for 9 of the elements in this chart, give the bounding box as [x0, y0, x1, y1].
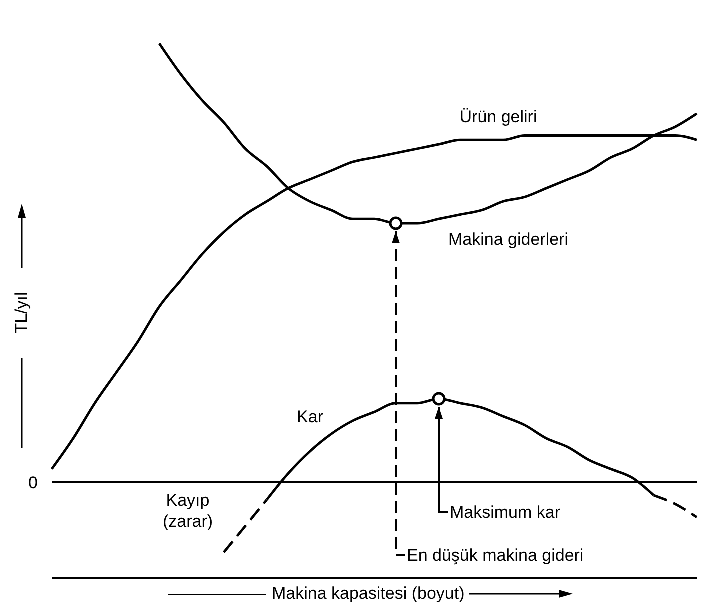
x-axis-title: Makina kapasitesi (boyut) — [272, 584, 465, 604]
annotation: Kayıp (zarar) — [162, 490, 214, 532]
y-axis-title: TL/yıl — [12, 292, 32, 334]
annotation: Maksimum kar — [450, 503, 561, 522]
series-label: Ürün geliri — [460, 108, 538, 127]
series-label: Makina giderleri — [448, 230, 568, 250]
series-label: Kar — [297, 408, 324, 427]
ref-line-label: 0 — [28, 473, 38, 492]
annotation: En düşük makina gideri — [407, 546, 584, 565]
